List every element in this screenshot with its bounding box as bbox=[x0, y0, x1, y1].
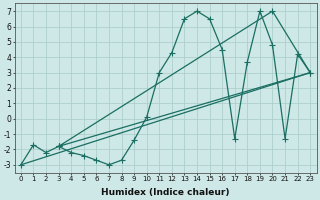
X-axis label: Humidex (Indice chaleur): Humidex (Indice chaleur) bbox=[101, 188, 230, 197]
